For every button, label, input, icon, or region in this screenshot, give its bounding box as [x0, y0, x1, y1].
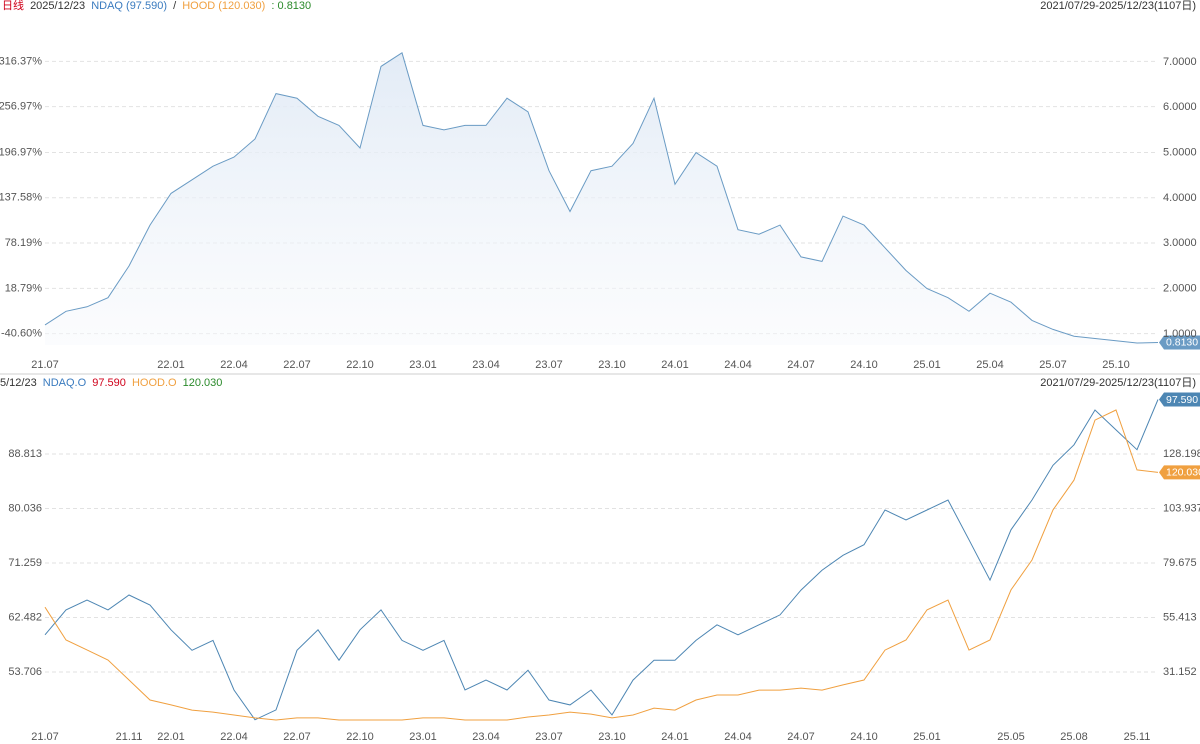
x-tick-label: 23.07	[535, 731, 563, 743]
y2-tick-label: 31.152	[1163, 666, 1197, 678]
x-tick-label: 24.10	[850, 359, 878, 371]
y-tick-label: 71.259	[8, 557, 42, 569]
end-label: 120.030	[1166, 467, 1200, 479]
x-tick-label: 25.01	[913, 359, 941, 371]
x-tick-label: 22.10	[346, 359, 374, 371]
y-tick-label: 137.58%	[0, 192, 42, 204]
x-tick-label: 22.07	[283, 359, 311, 371]
y2-tick-label: 128.198	[1163, 448, 1200, 460]
y2-tick-label: 3.0000	[1163, 237, 1197, 249]
x-tick-label: 21.07	[31, 359, 59, 371]
header-hood-name: HOOD.O	[132, 377, 177, 389]
top-range: 2021/07/29-2025/12/23(1107日)	[1040, 0, 1196, 12]
bottom-header: 5/12/23 NDAQ.O 97.590 HOOD.O 120.030	[0, 377, 222, 389]
x-tick-label: 22.10	[346, 731, 374, 743]
y-tick-label: 18.79%	[5, 282, 43, 294]
y2-tick-label: 55.413	[1163, 611, 1197, 623]
x-tick-label: 22.04	[220, 359, 248, 371]
y-tick-label: 62.482	[8, 611, 42, 623]
bottom-range: 2021/07/29-2025/12/23(1107日)	[1040, 377, 1196, 389]
y-tick-label: 53.706	[8, 666, 42, 678]
end-label-box	[1159, 335, 1200, 350]
x-tick-label: 24.01	[661, 359, 689, 371]
end-label-box	[1159, 392, 1200, 407]
header-ratio: : 0.8130	[271, 0, 311, 12]
x-tick-label: 22.01	[157, 731, 185, 743]
x-tick-label: 22.04	[220, 731, 248, 743]
x-tick-label: 21.11	[116, 731, 143, 743]
x-tick-label: 25.04	[976, 359, 1004, 371]
header-ndaq: NDAQ (97.590)	[91, 0, 167, 12]
x-tick-label: 23.04	[472, 731, 500, 743]
x-tick-label: 23.01	[409, 731, 437, 743]
x-tick-label: 25.01	[913, 731, 941, 743]
series-line	[44, 52, 1159, 344]
marks-layer	[44, 52, 1200, 721]
x-tick-label: 24.07	[787, 731, 815, 743]
header-period: 日线	[2, 0, 24, 12]
y-tick-label: 316.37%	[0, 55, 42, 67]
y2-tick-label: 2.0000	[1163, 283, 1197, 295]
x-tick-label: 24.04	[724, 359, 752, 371]
y2-tick-label: 1.0000	[1163, 328, 1197, 340]
x-tick-label: 23.10	[598, 359, 626, 371]
end-label: 97.590	[1166, 394, 1198, 406]
y-tick-label: 78.19%	[5, 237, 43, 249]
y-tick-label: 80.036	[8, 502, 42, 514]
x-tick-label: 24.07	[787, 359, 815, 371]
x-tick-label: 24.04	[724, 731, 752, 743]
end-label-box	[1159, 465, 1200, 480]
header-date: 5/12/23	[0, 377, 37, 389]
x-tick-label: 25.08	[1060, 731, 1088, 743]
y2-tick-label: 79.675	[1163, 557, 1197, 569]
series-line	[44, 399, 1159, 721]
series-line	[44, 409, 1159, 721]
x-tick-label: 24.01	[661, 731, 689, 743]
y2-tick-label: 6.0000	[1163, 101, 1197, 113]
x-tick-label: 24.10	[850, 731, 878, 743]
x-tick-label: 23.07	[535, 359, 563, 371]
header-hood-value: 120.030	[183, 377, 223, 389]
x-tick-label: 22.01	[157, 359, 185, 371]
y2-tick-label: 5.0000	[1163, 146, 1197, 158]
y-tick-label: 256.97%	[0, 101, 42, 113]
header-ndaq-name: NDAQ.O	[43, 377, 87, 389]
y-tick-label: -40.60%	[1, 328, 42, 340]
header-slash: /	[173, 0, 177, 12]
header-hood: HOOD (120.030)	[182, 0, 265, 12]
x-tick-label: 23.01	[409, 359, 437, 371]
header-ndaq-value: 97.590	[92, 377, 126, 389]
header-date: 2025/12/23	[30, 0, 85, 12]
end-label: 0.8130	[1166, 337, 1198, 349]
y2-tick-label: 103.937	[1163, 502, 1200, 514]
x-tick-label: 25.07	[1039, 359, 1067, 371]
x-tick-label: 23.10	[598, 731, 626, 743]
x-tick-label: 25.11	[1124, 731, 1151, 743]
x-tick-label: 23.04	[472, 359, 500, 371]
y-tick-label: 88.813	[8, 448, 42, 460]
x-tick-label: 25.10	[1102, 359, 1130, 371]
y2-tick-label: 7.0000	[1163, 56, 1197, 68]
y-tick-label: 196.97%	[0, 146, 42, 158]
x-tick-label: 25.05	[997, 731, 1025, 743]
area-fill	[45, 52, 1158, 346]
text-layer: 21.07 22.01 22.04 22.07 22.10 23.01 23.04 23.07…	[0, 55, 1200, 743]
top-header: 日线 2025/12/23 NDAQ (97.590) / HOOD (120.…	[2, 0, 311, 12]
x-tick-label: 21.07	[31, 731, 59, 743]
x-tick-label: 22.07	[283, 731, 311, 743]
y2-tick-label: 4.0000	[1163, 192, 1197, 204]
